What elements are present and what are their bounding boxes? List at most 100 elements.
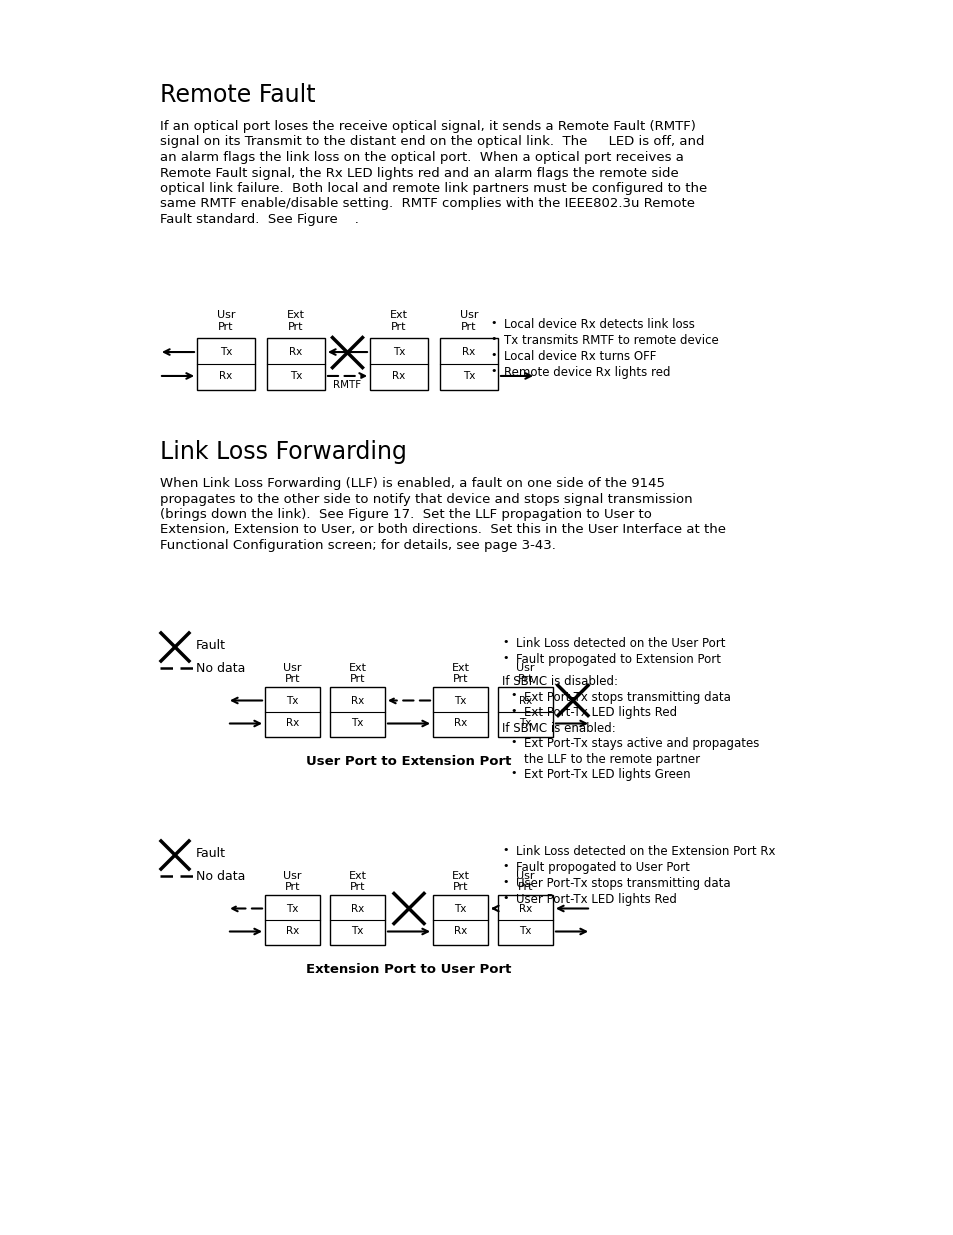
Text: Tx: Tx [454,904,466,914]
Text: Usr: Usr [459,310,477,320]
Text: Prt: Prt [350,882,365,892]
Text: •: • [510,737,516,747]
Text: Prt: Prt [517,674,533,684]
Text: Prt: Prt [288,322,303,332]
Text: Remote Fault: Remote Fault [160,83,315,107]
Text: Remote device Rx lights red: Remote device Rx lights red [503,366,670,379]
Text: Fault propogated to User Port: Fault propogated to User Port [516,861,689,874]
Text: Link Loss detected on the User Port: Link Loss detected on the User Port [516,637,724,650]
Text: Local device Rx turns OFF: Local device Rx turns OFF [503,350,656,363]
Text: If SBMC is disabled:: If SBMC is disabled: [501,676,618,688]
Text: Rx: Rx [454,719,467,729]
Text: If SBMC is enabled:: If SBMC is enabled: [501,721,615,735]
Bar [497,687,553,737]
Text: Fault: Fault [195,638,226,652]
Text: No data: No data [195,662,245,676]
Text: Rx: Rx [392,370,405,380]
Text: the LLF to the remote partner: the LLF to the remote partner [523,752,700,766]
Text: Tx transmits RMTF to remote device: Tx transmits RMTF to remote device [503,333,718,347]
Text: Ext: Ext [390,310,408,320]
Text: Prt: Prt [453,882,468,892]
Text: Functional Configuration screen; for details, see page 3-43.: Functional Configuration screen; for det… [160,538,556,552]
Text: •: • [490,366,496,375]
Text: Remote Fault signal, the Rx LED lights red and an alarm flags the remote side: Remote Fault signal, the Rx LED lights r… [160,167,678,179]
Text: Prt: Prt [218,322,233,332]
Text: RMTF: RMTF [334,380,361,390]
Text: Rx: Rx [286,926,299,936]
Bar [433,895,488,945]
Text: Rx: Rx [351,904,364,914]
Text: an alarm flags the link loss on the optical port.  When a optical port receives : an alarm flags the link loss on the opti… [160,151,683,164]
Text: Usr: Usr [516,663,535,673]
Text: •: • [490,333,496,345]
Text: Rx: Rx [219,370,233,380]
Text: Extension, Extension to User, or both directions.  Set this in the User Interfac: Extension, Extension to User, or both di… [160,524,725,536]
Text: Prt: Prt [284,882,300,892]
Text: Rx: Rx [518,695,532,705]
Text: same RMTF enable/disable setting.  RMTF complies with the IEEE802.3u Remote: same RMTF enable/disable setting. RMTF c… [160,198,695,210]
Text: •: • [501,653,508,663]
Bar [265,687,319,737]
Text: Prt: Prt [453,674,468,684]
Text: Rx: Rx [289,347,302,357]
Bar [267,338,325,390]
Text: Ext: Ext [451,871,469,881]
Text: Ext: Ext [451,663,469,673]
Text: Rx: Rx [518,904,532,914]
Text: Prt: Prt [284,674,300,684]
Text: Local device Rx detects link loss: Local device Rx detects link loss [503,317,694,331]
Text: signal on its Transmit to the distant end on the optical link.  The     LED is o: signal on its Transmit to the distant en… [160,136,703,148]
Text: User Port-Tx stops transmitting data: User Port-Tx stops transmitting data [516,877,730,890]
Text: Tx: Tx [286,695,298,705]
Text: •: • [501,893,508,903]
Bar [370,338,428,390]
Text: User Port to Extension Port: User Port to Extension Port [306,755,511,768]
Text: propagates to the other side to notify that device and stops signal transmission: propagates to the other side to notify t… [160,493,692,505]
Text: Ext: Ext [348,663,366,673]
Text: When Link Loss Forwarding (LLF) is enabled, a fault on one side of the 9145: When Link Loss Forwarding (LLF) is enabl… [160,477,664,490]
Text: Link Loss detected on the Extension Port Rx: Link Loss detected on the Extension Port… [516,845,775,858]
Text: Prt: Prt [517,882,533,892]
Text: Ext Port-Tx LED lights Green: Ext Port-Tx LED lights Green [523,768,690,781]
Text: Usr: Usr [283,871,301,881]
Text: Prt: Prt [460,322,476,332]
Text: Tx: Tx [286,904,298,914]
Text: Extension Port to User Port: Extension Port to User Port [306,963,511,976]
Text: Ext Port-Tx stays active and propagates: Ext Port-Tx stays active and propagates [523,737,759,750]
Text: Tx: Tx [290,370,302,380]
Text: Ext Port-Tx LED lights Red: Ext Port-Tx LED lights Red [523,706,677,719]
Text: Fault propogated to Extension Port: Fault propogated to Extension Port [516,653,720,666]
Text: •: • [510,690,516,700]
Text: If an optical port loses the receive optical signal, it sends a Remote Fault (RM: If an optical port loses the receive opt… [160,120,695,133]
Text: •: • [490,350,496,359]
Bar [330,687,385,737]
Text: Ext Port-Tx stops transmitting data: Ext Port-Tx stops transmitting data [523,690,730,704]
Text: Rx: Rx [454,926,467,936]
Text: •: • [501,845,508,855]
Text: Tx: Tx [351,719,363,729]
Text: Prt: Prt [391,322,406,332]
Text: Usr: Usr [283,663,301,673]
Bar [196,338,254,390]
Text: Usr: Usr [516,871,535,881]
Text: Ext: Ext [287,310,305,320]
Text: Rx: Rx [286,719,299,729]
Text: optical link failure.  Both local and remote link partners must be configured to: optical link failure. Both local and rem… [160,182,706,195]
Text: Tx: Tx [518,926,531,936]
Text: •: • [501,877,508,887]
Text: Tx: Tx [454,695,466,705]
Text: (brings down the link).  See Figure 17.  Set the LLF propagation to User to: (brings down the link). See Figure 17. S… [160,508,651,521]
Text: •: • [490,317,496,329]
Bar [433,687,488,737]
Text: Fault: Fault [195,847,226,860]
Bar [439,338,497,390]
Bar [497,895,553,945]
Text: Fault standard.  See Figure    .: Fault standard. See Figure . [160,212,358,226]
Bar [265,895,319,945]
Text: •: • [510,768,516,778]
Text: Tx: Tx [351,926,363,936]
Text: Rx: Rx [462,347,476,357]
Bar [330,895,385,945]
Text: No data: No data [195,869,245,883]
Text: Rx: Rx [351,695,364,705]
